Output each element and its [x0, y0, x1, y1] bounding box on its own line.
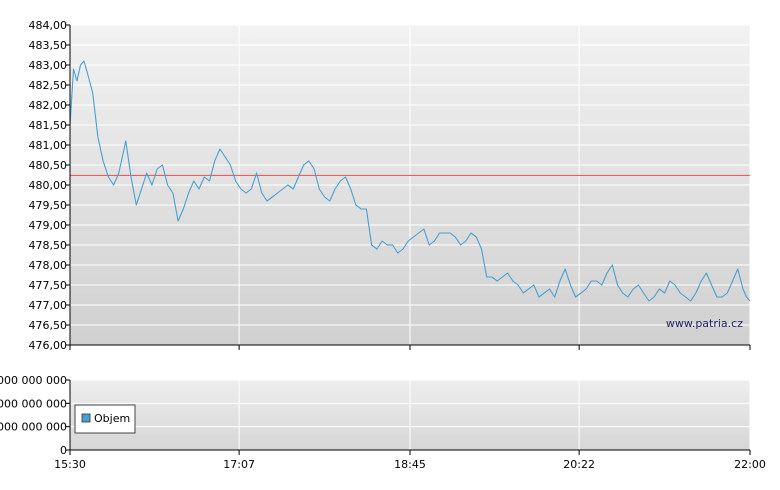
volume-y-tick-label: 000 000 000: [0, 397, 67, 410]
price-y-tick-label: 483,00: [29, 59, 68, 72]
price-y-tick-label: 480,50: [29, 159, 68, 172]
x-tick-label: 22:00: [734, 458, 766, 471]
legend: Objem: [74, 404, 136, 434]
legend-label: Objem: [94, 412, 130, 425]
volume-panel: 000 000 000 000 000 000 000 000 000 0 15:30…: [0, 374, 766, 471]
x-tick-label: 15:30: [54, 458, 86, 471]
price-grid: [69, 24, 751, 346]
price-y-tick-label: 479,00: [29, 219, 68, 232]
price-x-tick-marks: [69, 345, 751, 350]
price-y-tick-label: 482,00: [29, 99, 68, 112]
price-y-tick-label: 480,00: [29, 179, 68, 192]
price-y-tick-label: 477,00: [29, 299, 68, 312]
volume-y-axis: 000 000 000 000 000 000 000 000 000 0: [0, 374, 71, 457]
x-tick-label: 18:45: [394, 458, 426, 471]
price-y-axis: 484,00 483,50 483,00 482,50 482,00 481,50 481,…: [29, 19, 71, 352]
price-series-line: [69, 60, 751, 302]
price-y-tick-label: 476,00: [29, 339, 68, 352]
price-y-tick-label: 484,00: [29, 19, 68, 32]
price-y-tick-label: 481,00: [29, 139, 68, 152]
price-y-tick-label: 483,50: [29, 39, 68, 52]
price-y-tick-label: 478,50: [29, 239, 68, 252]
price-y-tick-label: 478,00: [29, 259, 68, 272]
price-y-tick-label: 482,50: [29, 79, 68, 92]
price-y-tick-label: 481,50: [29, 119, 68, 132]
price-y-tick-label: 479,50: [29, 199, 68, 212]
x-tick-label: 20:22: [563, 458, 595, 471]
volume-y-tick-label: 000 000 000: [0, 374, 67, 387]
watermark: www.patria.cz: [666, 317, 743, 330]
volume-y-tick-label: 0: [60, 444, 67, 457]
price-y-tick-label: 476,50: [29, 319, 68, 332]
price-panel: 484,00 483,50 483,00 482,50 482,00 481,50 481,…: [29, 19, 751, 352]
volume-y-tick-label: 000 000 000: [0, 421, 67, 434]
legend-swatch: [81, 413, 91, 423]
price-y-tick-label: 477,50: [29, 279, 68, 292]
x-tick-label: 17:07: [223, 458, 255, 471]
volume-x-axis-labels: 15:30 17:07 18:45 20:22 22:00: [54, 450, 766, 471]
